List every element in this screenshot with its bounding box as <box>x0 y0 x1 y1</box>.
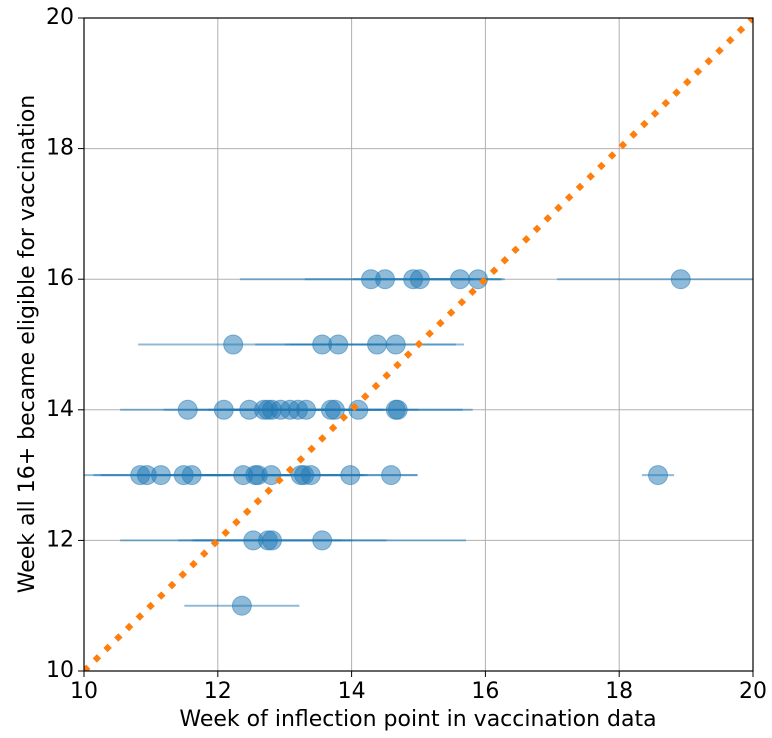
scatter-point <box>340 465 361 486</box>
scatter-point <box>387 399 408 420</box>
scatter-point <box>324 399 345 420</box>
y-tick-label: 16 <box>46 266 74 291</box>
scatter-point <box>328 334 349 355</box>
y-tick-label: 20 <box>46 5 74 30</box>
y-tick-label: 18 <box>46 136 74 161</box>
scatter-point <box>177 399 198 420</box>
scatter-point <box>181 465 202 486</box>
scatter-point <box>213 399 234 420</box>
y-tick-label: 10 <box>46 658 74 683</box>
scatter-point <box>150 465 171 486</box>
scatter-point <box>381 465 402 486</box>
scatter-point <box>300 465 321 486</box>
scatter-point <box>409 269 430 290</box>
plot-frame <box>83 17 754 672</box>
scatter-point <box>231 595 252 616</box>
scatter-point <box>648 465 669 486</box>
scatter-point <box>223 334 244 355</box>
plot-area <box>84 18 753 671</box>
scatter-point <box>261 530 282 551</box>
scatter-point <box>367 334 388 355</box>
x-tick-label: 18 <box>605 679 633 704</box>
x-tick-label: 16 <box>471 679 499 704</box>
x-tick-label: 10 <box>70 679 98 704</box>
scatter-point <box>375 269 396 290</box>
scatter-point <box>348 399 369 420</box>
scatter-point <box>449 269 470 290</box>
y-tick-label: 14 <box>46 397 74 422</box>
x-axis-label: Week of inflection point in vaccination … <box>179 707 656 732</box>
scatter-point <box>670 269 691 290</box>
y-axis-label: Week all 16+ became eligible for vaccina… <box>15 95 40 593</box>
y-tick-label: 12 <box>46 527 74 552</box>
scatter-point <box>312 530 333 551</box>
x-tick-label: 20 <box>739 679 767 704</box>
scatter-point <box>385 334 406 355</box>
x-tick-label: 12 <box>204 679 232 704</box>
x-tick-label: 14 <box>338 679 366 704</box>
scatter-point <box>296 399 317 420</box>
reference-line <box>84 18 753 671</box>
